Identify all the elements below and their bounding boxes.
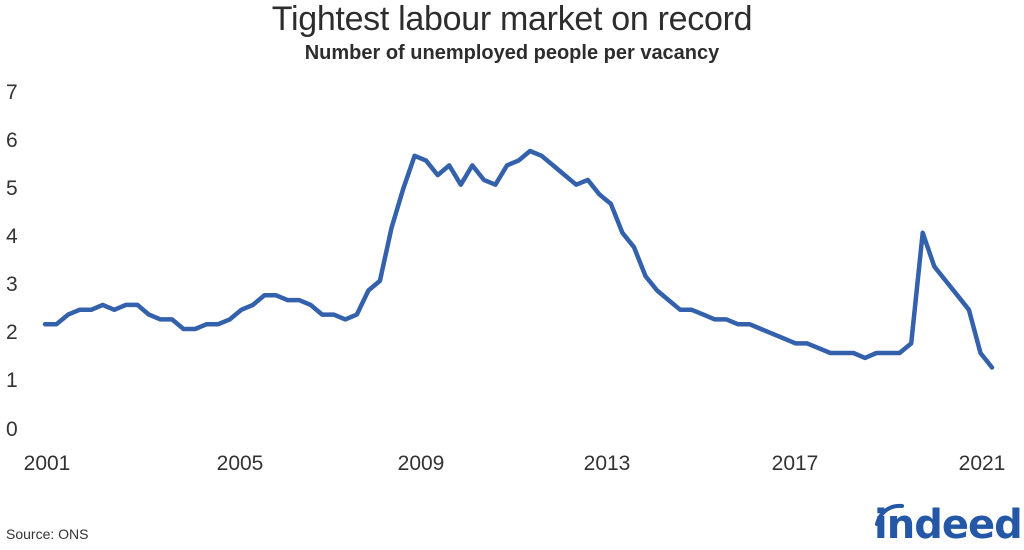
y-tick-5: 5: [6, 177, 18, 200]
indeed-logo: indeed: [868, 500, 1024, 550]
x-tick-2001: 2001: [23, 452, 71, 475]
y-tick-0: 0: [6, 418, 18, 441]
x-tick-2013: 2013: [583, 452, 631, 475]
x-tick-2005: 2005: [216, 452, 264, 475]
chart-subtitle: Number of unemployed people per vacancy: [304, 42, 720, 64]
source-note: Source: ONS: [6, 526, 89, 542]
logo-swoosh-icon: [875, 503, 904, 526]
data-line: [42, 148, 995, 370]
y-tick-1: 1: [6, 369, 18, 392]
y-tick-7: 7: [6, 81, 18, 104]
x-tick-2017: 2017: [771, 452, 819, 475]
logo-text: indeed: [874, 502, 1023, 548]
y-tick-3: 3: [6, 273, 18, 296]
chart-title: Tightest labour market on record: [271, 0, 753, 38]
x-tick-2021: 2021: [958, 452, 1006, 475]
y-tick-6: 6: [6, 129, 18, 152]
x-tick-2009: 2009: [397, 452, 445, 475]
y-tick-4: 4: [6, 225, 18, 248]
y-tick-2: 2: [6, 321, 18, 344]
